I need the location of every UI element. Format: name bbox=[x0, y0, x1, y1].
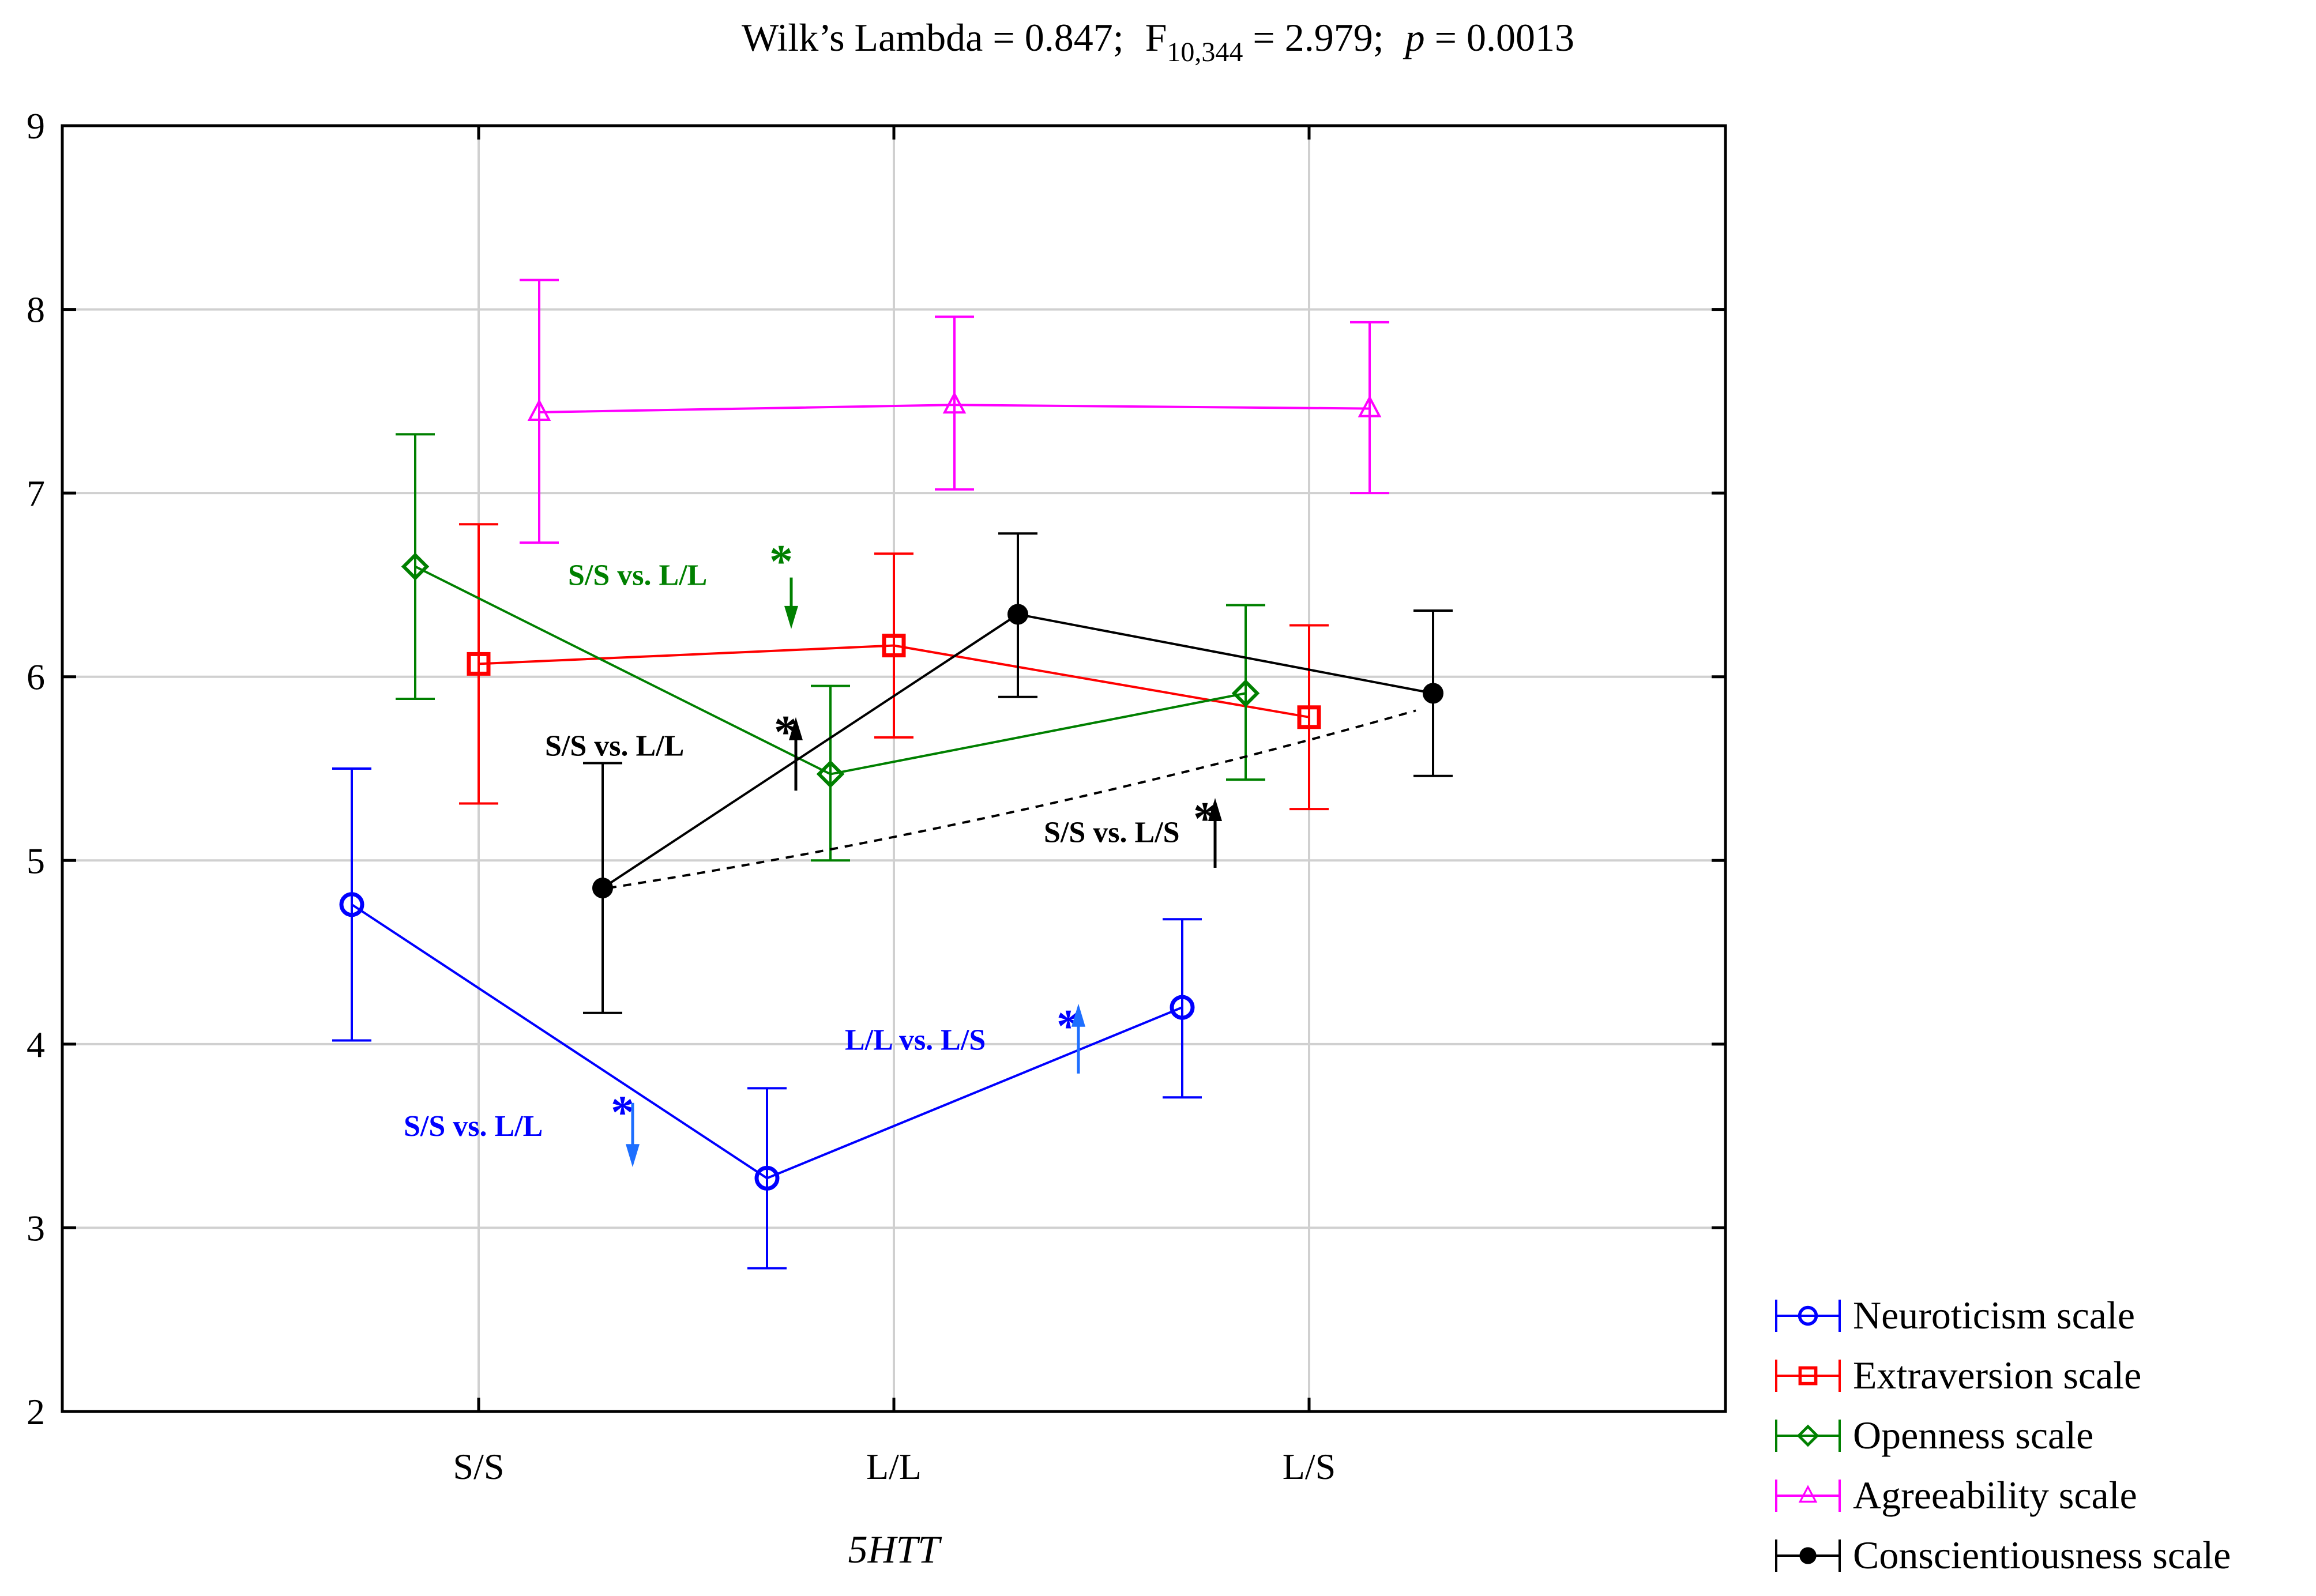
legend-item: Agreeability scale bbox=[1775, 1473, 2137, 1517]
annotation-label: S/S vs. L/S bbox=[1044, 816, 1180, 849]
y-tick-label: 3 bbox=[27, 1207, 45, 1248]
annotation-label: S/S vs. L/L bbox=[568, 559, 707, 592]
legend-marker bbox=[1799, 1547, 1817, 1564]
legend-label: Neuroticism scale bbox=[1853, 1293, 2135, 1337]
data-point bbox=[1170, 995, 1195, 1020]
data-point bbox=[1007, 604, 1028, 625]
y-tick-label: 9 bbox=[27, 106, 45, 146]
data-point bbox=[467, 652, 491, 676]
data-point bbox=[1423, 683, 1443, 704]
significance-annotation: S/S vs. L/L * bbox=[568, 534, 798, 629]
legend-marker bbox=[1798, 1485, 1818, 1503]
annotation-label: S/S vs. L/L bbox=[404, 1110, 543, 1143]
significance-annotation: S/S vs. L/L * bbox=[404, 1086, 640, 1168]
data-point bbox=[1358, 395, 1382, 417]
data-point bbox=[1297, 705, 1321, 729]
y-tick-label: 5 bbox=[27, 840, 45, 881]
legend-marker bbox=[1796, 1424, 1819, 1447]
y-axis: 2 3 4 5 6 7 8 9 bbox=[27, 106, 1725, 1432]
x-tick-label: L/S bbox=[1283, 1446, 1336, 1487]
legend-label: Agreeability scale bbox=[1853, 1473, 2137, 1517]
legend-item: Openness scale bbox=[1775, 1413, 2093, 1457]
chart-title: Wilk’s Lambda = 0.847; F10,344 = 2.979; … bbox=[742, 16, 1574, 67]
legend-item: Conscientiousness scale bbox=[1775, 1533, 2231, 1577]
annotation-label: S/S vs. L/L bbox=[545, 730, 684, 763]
y-tick-label: 7 bbox=[27, 473, 45, 514]
annotation-layer: S/S vs. L/L * S/S vs. L/L * S/S vs. L/S * L/L … bbox=[404, 534, 1222, 1168]
x-axis: S/S L/L L/S bbox=[453, 126, 1336, 1487]
arrow-head-icon bbox=[1071, 1003, 1085, 1027]
y-tick-label: 2 bbox=[27, 1391, 45, 1432]
arrow-head-icon bbox=[789, 717, 803, 740]
y-tick-label: 8 bbox=[27, 289, 45, 330]
data-point bbox=[401, 552, 430, 581]
arrow-head-icon bbox=[1208, 797, 1222, 821]
data-point bbox=[816, 760, 845, 788]
x-tick-label: S/S bbox=[453, 1446, 505, 1487]
legend-label: Conscientiousness scale bbox=[1853, 1533, 2231, 1577]
legend-label: Openness scale bbox=[1853, 1413, 2093, 1457]
data-point bbox=[882, 634, 906, 658]
grid-lines bbox=[62, 126, 1725, 1411]
annotation-label: L/L vs. L/S bbox=[845, 1023, 986, 1056]
x-axis-label: 5HTT bbox=[848, 1527, 942, 1571]
significance-annotation: S/S vs. L/L * bbox=[545, 706, 803, 791]
series-conscientiousness bbox=[583, 532, 1453, 1014]
series-neuroticism bbox=[332, 767, 1202, 1270]
significance-annotation: L/L vs. L/S * bbox=[845, 999, 1085, 1074]
legend-marker bbox=[1798, 1366, 1818, 1386]
legend-marker bbox=[1798, 1305, 1818, 1326]
x-tick-label: L/L bbox=[866, 1446, 922, 1487]
series-extraversion bbox=[459, 523, 1329, 811]
arrow-head-icon bbox=[784, 605, 798, 629]
series-openness bbox=[396, 433, 1265, 862]
arrow-head-icon bbox=[626, 1144, 640, 1168]
significance-asterisk: * bbox=[611, 1086, 634, 1138]
legend: Neuroticism scale Extraversion scale Openn… bbox=[1775, 1293, 2231, 1577]
significance-asterisk: * bbox=[769, 534, 793, 587]
data-point bbox=[942, 391, 967, 414]
legend-item: Extraversion scale bbox=[1775, 1353, 2141, 1397]
data-point bbox=[339, 892, 364, 917]
series-agreeability bbox=[520, 278, 1389, 544]
data-point bbox=[527, 398, 551, 421]
significance-annotation: S/S vs. L/S * bbox=[1044, 792, 1222, 868]
data-point bbox=[1231, 679, 1260, 707]
comparison-dashed-line bbox=[608, 709, 1416, 890]
series-layer bbox=[332, 278, 1453, 1270]
y-tick-label: 6 bbox=[27, 657, 45, 698]
data-point bbox=[754, 1165, 780, 1191]
legend-label: Extraversion scale bbox=[1853, 1353, 2141, 1397]
y-tick-label: 4 bbox=[27, 1024, 45, 1065]
legend-item: Neuroticism scale bbox=[1775, 1293, 2135, 1337]
